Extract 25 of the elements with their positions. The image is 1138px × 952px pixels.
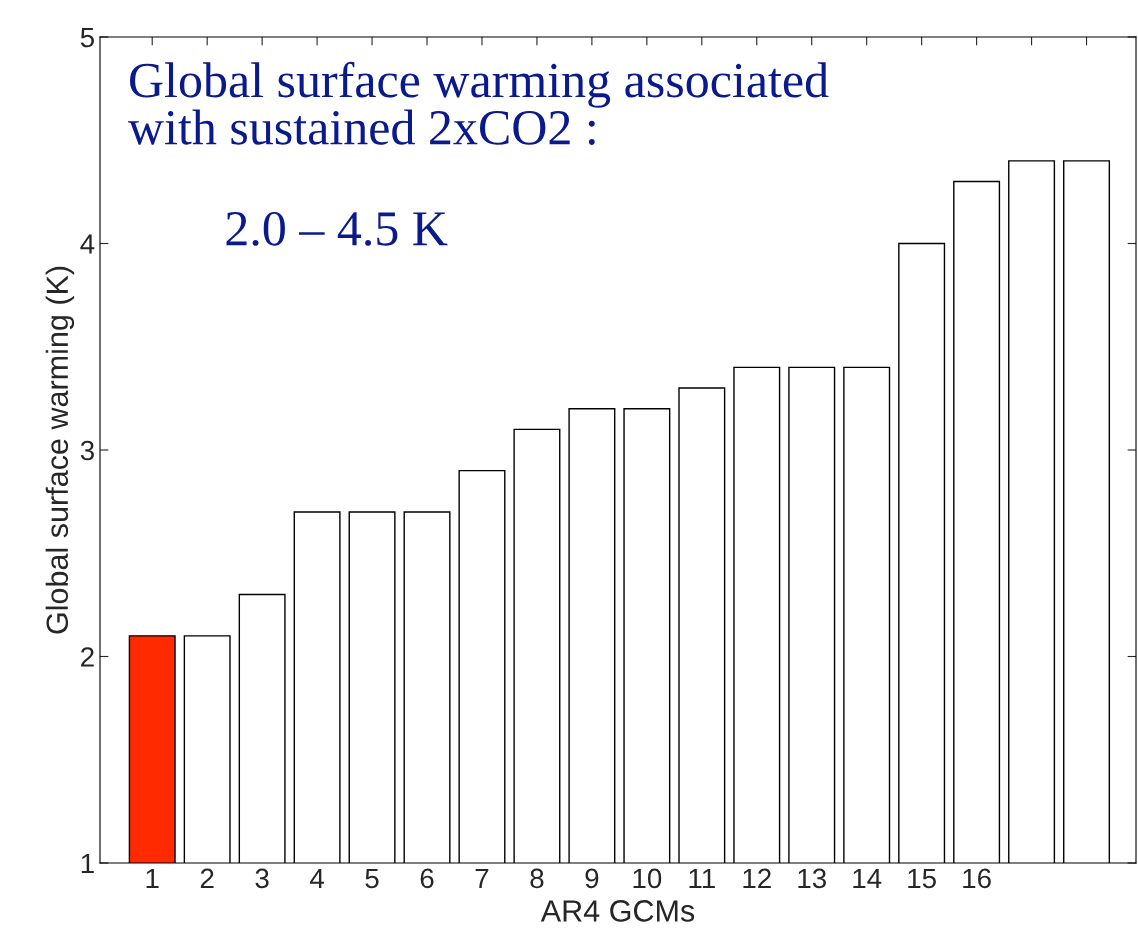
- y-tick-label: 2: [81, 647, 94, 667]
- x-tick-label: 14: [853, 868, 882, 888]
- x-tick-label: 2: [200, 868, 214, 888]
- y-tick-label: 5: [80, 27, 94, 48]
- x-tick-label: 15: [908, 868, 936, 889]
- x-tick-label: 9: [585, 868, 599, 889]
- text: 2.0 – 4.5 K: [226, 211, 448, 246]
- x-tick-label: 4: [310, 868, 324, 888]
- x-tick-label: 1: [146, 868, 159, 888]
- y-tick-label: 3: [80, 440, 94, 461]
- x-tick-label: 16: [963, 868, 991, 889]
- x-tick-label: 12: [743, 868, 771, 888]
- x-tick-label: 10: [633, 868, 662, 889]
- y-tick-label: 1: [81, 853, 94, 874]
- y-tick-label: 4: [80, 234, 95, 254]
- x-tick-label: 6: [420, 868, 434, 889]
- text: Global surface warming associated with sustained 2xCO2 :: [128, 61, 829, 145]
- x-tick-label: 11: [689, 868, 715, 888]
- x-tick-label: 8: [530, 868, 544, 889]
- y-axis-title: Global surface warming (K): [45, 266, 75, 634]
- x-tick-label: 5: [365, 868, 379, 889]
- x-tick-label: 13: [798, 868, 826, 889]
- x-axis-title: AR4 GCMs: [540, 900, 695, 922]
- x-tick-label: 3: [255, 868, 269, 889]
- x-tick-label: 7: [475, 868, 489, 888]
